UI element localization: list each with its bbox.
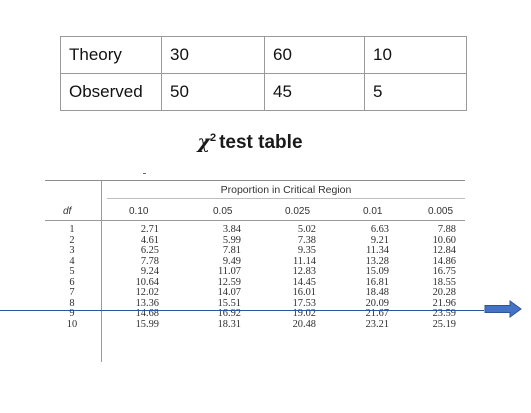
df-value-row-7: 7: [69, 287, 75, 298]
critical-value-col-4-row-3: 11.34: [366, 245, 389, 256]
right-arrow-icon: [484, 300, 522, 318]
critical-value-col-3-row-4: 11.14: [293, 255, 316, 267]
df-value-row-8: 8: [69, 297, 75, 309]
table-top-rule: [45, 180, 465, 181]
critical-value-col-5-row-2: 10.60: [432, 234, 456, 246]
critical-value-col-3-row-1: 5.02: [297, 224, 316, 235]
critical-value-col-4-row-8: 20.09: [365, 297, 389, 309]
column-0-025-values: 5.02 7.38 9.35 11.14 12.83 14.45 16.01 17.53 19.…: [274, 224, 316, 330]
critical-value-col-5-row-5: 16.75: [432, 266, 456, 277]
theory-value-1: 30: [161, 36, 265, 74]
critical-value-col-4-row-4: 13.28: [365, 255, 389, 267]
critical-value-col-4-row-2: 9.21: [370, 234, 389, 246]
critical-value-col-1-row-5: 9.24: [140, 266, 159, 277]
critical-value-col-1-row-10: 15.99: [135, 318, 159, 330]
column-header-0-005: 0.005: [428, 206, 454, 217]
critical-value-col-2-row-4: 9.49: [222, 255, 241, 267]
critical-value-col-4-row-1: 6.63: [370, 224, 389, 235]
critical-value-col-5-row-4: 14.86: [432, 255, 456, 267]
caption-text: test table: [219, 132, 303, 153]
critical-value-col-3-row-5: 12.83: [292, 266, 316, 277]
column-header-0-10: 0.10: [129, 206, 149, 217]
row-label-observed: Observed: [60, 73, 162, 111]
column-header-0-01: 0.01: [363, 206, 383, 217]
critical-value-col-5-row-9: 23.59: [432, 308, 456, 319]
critical-value-col-1-row-4: 7.78: [140, 255, 159, 267]
critical-value-col-5-row-8: 21.96: [432, 297, 456, 309]
df-header: df: [63, 206, 72, 217]
critical-value-col-1-row-6: 10.64: [135, 276, 159, 288]
critical-value-col-1-row-2: 4.61: [140, 234, 159, 246]
critical-value-col-1-row-8: 13.36: [135, 297, 159, 309]
chi-superscript: 2: [209, 131, 217, 144]
observed-value-3: 5: [364, 73, 467, 111]
row-label-theory: Theory: [60, 36, 162, 74]
df-value-row-2: 2: [69, 234, 75, 246]
df-value-row-10: 10: [66, 318, 78, 330]
df-value-row-9: 9: [69, 308, 75, 319]
critical-value-col-4-row-7: 18.48: [365, 287, 389, 298]
df-column-divider: [101, 180, 102, 362]
critical-value-col-5-row-1: 7.88: [437, 224, 456, 235]
df-value-row-5: 5: [69, 266, 75, 277]
df-value-row-3: 3: [69, 245, 75, 256]
critical-value-col-2-row-5: 11.07: [218, 266, 241, 277]
df-value-row-6: 6: [69, 276, 75, 288]
region-title: Proportion in Critical Region: [220, 184, 352, 196]
critical-value-col-5-row-7: 20.28: [432, 287, 456, 298]
critical-value-col-3-row-9: 19.02: [292, 308, 316, 319]
theory-value-2: 60: [264, 36, 365, 74]
column-0-005-values: 7.88 10.60 12.84 14.86 16.75 18.55 20.28 21.96 2…: [414, 224, 456, 330]
critical-value-col-4-row-6: 16.81: [365, 276, 389, 288]
chi-square-reference-table: Proportion in Critical Region df 0.10 0.…: [45, 180, 465, 362]
annotation-line: [0, 310, 484, 311]
column-header-0-025: 0.025: [285, 206, 311, 217]
df-column: 1 2 3 4 5 6 7 8 9 10: [61, 224, 83, 330]
critical-value-col-2-row-6: 12.59: [217, 276, 241, 288]
critical-value-col-5-row-3: 12.84: [432, 245, 456, 256]
critical-value-col-5-row-6: 18.55: [432, 276, 456, 288]
critical-value-col-3-row-3: 9.35: [297, 245, 316, 256]
critical-value-col-2-row-9: 16.92: [217, 308, 241, 319]
column-0-01-values: 6.63 9.21 11.34 13.28 15.09 16.81 18.48 20.09 21…: [347, 224, 389, 330]
df-value-row-4: 4: [69, 255, 75, 267]
column-0-10-values: 2.71 4.61 6.25 7.78 9.24 10.64 12.02 13.36 14.68…: [117, 224, 159, 330]
chi-symbol: χ: [197, 131, 210, 153]
critical-value-col-5-row-10: 25.19: [432, 318, 456, 330]
critical-value-col-3-row-8: 17.53: [292, 297, 316, 309]
critical-value-col-3-row-10: 20.48: [292, 318, 316, 330]
column-header-0-05: 0.05: [213, 206, 233, 217]
critical-value-col-4-row-10: 23.21: [365, 318, 389, 330]
critical-value-col-3-row-7: 16.01: [292, 287, 316, 298]
column-0-05-values: 3.84 5.99 7.81 9.49 11.07 12.59 14.07 15.51 16.9…: [199, 224, 241, 330]
critical-value-col-3-row-6: 14.45: [292, 276, 316, 288]
critical-value-col-4-row-5: 15.09: [365, 266, 389, 277]
critical-value-col-3-row-2: 7.38: [297, 234, 316, 246]
header-bottom-rule: [45, 220, 465, 221]
critical-value-col-4-row-9: 21.67: [365, 308, 389, 319]
table-row-theory: Theory 30 60 10: [60, 36, 467, 74]
scan-speck: [143, 173, 146, 174]
critical-value-col-1-row-1: 2.71: [140, 224, 159, 235]
df-value-row-1: 1: [69, 224, 75, 235]
observed-value-2: 45: [264, 73, 365, 111]
observed-theory-table: Theory 30 60 10 Observed 50 45 5: [60, 36, 467, 111]
critical-value-col-1-row-9: 14.68: [135, 308, 159, 319]
theory-value-3: 10: [364, 36, 467, 74]
table-row-observed: Observed 50 45 5: [60, 73, 467, 111]
critical-value-col-2-row-2: 5.99: [222, 234, 241, 246]
critical-value-col-1-row-3: 6.25: [140, 245, 159, 256]
critical-value-col-2-row-10: 18.31: [217, 318, 241, 330]
critical-value-col-2-row-8: 15.51: [217, 297, 241, 309]
critical-value-col-1-row-7: 12.02: [135, 287, 159, 298]
region-title-rule: [107, 198, 465, 199]
observed-value-1: 50: [161, 73, 265, 111]
critical-value-col-2-row-1: 3.84: [222, 224, 241, 235]
critical-value-col-2-row-7: 14.07: [217, 287, 241, 298]
critical-value-col-2-row-3: 7.81: [222, 245, 241, 256]
chi-square-table-title: χ2 test table: [0, 131, 500, 154]
